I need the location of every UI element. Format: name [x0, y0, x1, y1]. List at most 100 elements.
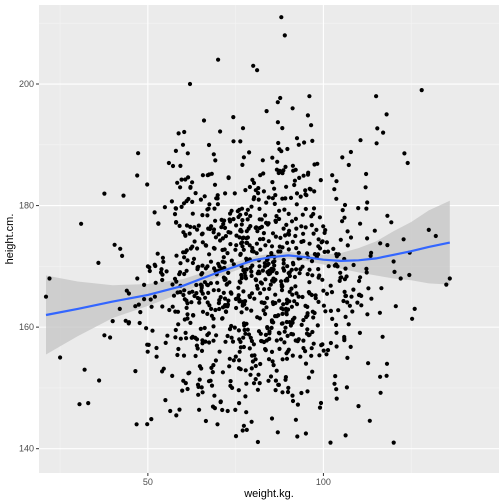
- y-tick-label: 200: [19, 79, 34, 89]
- data-point: [284, 351, 289, 356]
- data-point: [346, 322, 351, 327]
- data-point: [232, 191, 237, 196]
- data-point: [282, 340, 287, 345]
- data-point: [217, 349, 222, 354]
- data-point: [212, 206, 217, 211]
- data-point: [182, 271, 187, 277]
- data-point: [304, 331, 310, 336]
- data-point: [262, 287, 267, 292]
- data-point: [312, 252, 317, 257]
- data-point: [301, 346, 306, 351]
- data-point: [247, 150, 252, 155]
- data-point: [249, 338, 254, 344]
- data-point: [309, 346, 314, 351]
- data-point: [153, 280, 158, 285]
- data-point: [205, 213, 210, 218]
- data-point: [289, 331, 294, 337]
- data-point: [221, 275, 226, 280]
- data-point: [243, 188, 248, 193]
- data-point: [242, 323, 247, 328]
- data-point: [268, 282, 273, 287]
- data-point: [220, 236, 225, 241]
- data-point: [231, 358, 236, 363]
- data-point: [343, 293, 349, 298]
- data-point: [290, 292, 295, 297]
- data-point: [194, 282, 199, 288]
- data-point: [211, 152, 216, 157]
- data-point: [290, 106, 295, 111]
- data-point: [126, 291, 131, 296]
- data-point: [359, 293, 364, 298]
- data-point: [190, 244, 195, 249]
- data-point: [197, 377, 202, 382]
- data-point: [301, 239, 306, 244]
- data-point: [254, 283, 260, 288]
- data-point: [200, 390, 205, 395]
- data-point: [276, 330, 281, 335]
- data-point: [160, 369, 165, 374]
- data-point: [182, 255, 187, 260]
- data-point: [378, 390, 383, 395]
- data-point: [251, 63, 256, 68]
- data-point: [257, 225, 262, 231]
- data-point: [350, 309, 355, 314]
- data-point: [146, 342, 151, 347]
- data-point: [257, 264, 262, 269]
- data-point: [254, 251, 259, 256]
- data-point: [236, 293, 241, 298]
- data-point: [334, 387, 339, 392]
- data-point: [243, 368, 248, 373]
- data-point: [336, 308, 341, 313]
- data-point: [241, 268, 246, 273]
- data-point: [316, 237, 321, 242]
- data-point: [299, 390, 304, 396]
- data-point: [47, 276, 52, 281]
- data-point: [195, 227, 200, 232]
- data-point: [340, 208, 345, 213]
- data-point: [175, 180, 180, 185]
- data-point: [317, 215, 322, 220]
- data-point: [286, 385, 291, 390]
- data-point: [199, 232, 204, 237]
- data-point: [137, 320, 142, 326]
- data-point: [215, 280, 220, 285]
- data-point: [186, 196, 191, 202]
- data-point: [228, 290, 233, 295]
- data-point: [191, 313, 196, 318]
- data-point: [209, 306, 214, 311]
- data-point: [174, 413, 179, 418]
- data-point: [238, 139, 243, 144]
- data-point: [292, 182, 297, 188]
- data-point: [253, 363, 258, 369]
- data-point: [202, 194, 207, 199]
- data-point: [283, 278, 288, 283]
- data-point: [294, 202, 299, 207]
- data-points: [43, 15, 452, 445]
- data-point: [391, 259, 396, 264]
- data-point: [212, 182, 218, 187]
- data-point: [286, 247, 291, 252]
- data-point: [170, 163, 176, 169]
- data-point: [193, 191, 198, 196]
- data-point: [291, 168, 296, 173]
- data-point: [144, 326, 149, 331]
- data-point: [172, 212, 178, 217]
- data-point: [183, 381, 188, 386]
- data-point: [332, 187, 337, 192]
- data-point: [292, 178, 297, 183]
- data-point: [287, 270, 292, 275]
- data-point: [258, 280, 263, 285]
- data-point: [209, 365, 214, 370]
- data-point: [223, 191, 228, 196]
- data-point: [289, 304, 294, 309]
- data-point: [295, 402, 300, 407]
- data-point: [150, 328, 155, 333]
- data-point: [290, 398, 296, 404]
- data-point: [220, 247, 225, 253]
- data-point: [239, 229, 244, 234]
- data-point: [334, 196, 339, 201]
- data-point: [346, 162, 351, 168]
- data-point: [249, 204, 254, 209]
- data-point: [266, 221, 271, 226]
- data-point: [217, 306, 222, 312]
